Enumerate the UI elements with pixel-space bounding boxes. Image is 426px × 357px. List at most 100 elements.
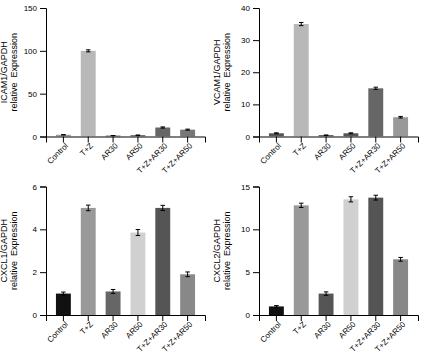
tick: 10 <box>241 100 259 109</box>
tick-label: 15 <box>241 183 250 192</box>
error-bar <box>86 205 90 211</box>
tick-label: T+Z <box>78 141 95 158</box>
tick: 150 <box>24 4 46 13</box>
axis-line <box>47 137 206 143</box>
tick: 0 <box>246 311 259 320</box>
tick-label: 100 <box>24 47 38 56</box>
tick: 0 <box>33 133 46 142</box>
tick: T+Z+AR50 <box>160 137 194 176</box>
bar <box>368 198 383 315</box>
error-bar <box>374 87 378 89</box>
y-axis-title-line: relative Expression <box>9 33 19 112</box>
error-bar <box>86 50 90 52</box>
y-axis: 0246 <box>33 183 47 321</box>
tick: Control <box>45 137 70 166</box>
tick-label: Control <box>258 320 283 345</box>
y-axis-title-line: relative Expression <box>222 211 232 290</box>
tick-label: 10 <box>241 225 250 234</box>
tick-label: Control <box>45 141 70 166</box>
bar <box>343 199 358 315</box>
tick-label: T+Z <box>78 320 95 337</box>
figure: ControlT+ZAR30AR50T+Z+AR30T+Z+AR50050100… <box>0 0 426 357</box>
tick-label: Control <box>45 320 70 345</box>
tick-label: T+Z <box>291 320 308 337</box>
y-axis-title-line: VCAM1/GAPDH <box>212 39 222 105</box>
tick-label: AR30 <box>99 319 120 340</box>
tick: AR50 <box>337 315 358 340</box>
error-bar <box>136 230 140 236</box>
bar <box>155 128 170 137</box>
tick: T+Z <box>291 315 308 336</box>
tick-mark <box>40 51 46 52</box>
y-axis-title: CXCL1/GAPDHrelative Expression <box>0 211 19 290</box>
tick-mark <box>253 229 259 230</box>
tick-label: AR30 <box>312 141 333 162</box>
y-axis-title-line: relative Expression <box>9 211 19 290</box>
bar <box>393 117 408 136</box>
bar <box>106 135 121 136</box>
tick-label: 50 <box>28 90 37 99</box>
tick-label: 30 <box>241 36 250 45</box>
tick: AR30 <box>312 315 333 340</box>
tick: T+Z+AR50 <box>373 315 407 354</box>
bar <box>81 51 96 137</box>
tick: 0 <box>33 311 46 320</box>
panel: ControlT+ZAR30AR50T+Z+AR30T+Z+AR500246CX… <box>0 183 205 354</box>
bar <box>393 259 408 315</box>
tick: 15 <box>241 183 259 192</box>
tick-label: AR30 <box>312 319 333 340</box>
tick-label: 20 <box>241 68 250 77</box>
tick-mark <box>253 72 259 73</box>
tick-label: 5 <box>246 268 251 277</box>
error-bar <box>185 129 189 130</box>
y-axis-title-line: CXCL1/GAPDH <box>0 219 9 283</box>
tick-mark <box>40 94 46 95</box>
tick-label: 0 <box>246 133 251 142</box>
tick: 100 <box>24 47 46 56</box>
tick-mark <box>40 315 46 316</box>
tick: T+Z <box>78 137 95 158</box>
y-axis: 0 50 100 150 <box>24 4 47 142</box>
tick-mark <box>40 229 46 230</box>
error-bar <box>324 292 328 295</box>
x-axis: ControlT+ZAR30AR50T+Z+AR30T+Z+AR50 <box>45 315 205 354</box>
tick: 10 <box>241 225 259 234</box>
tick-label: AR50 <box>337 141 358 162</box>
tick-label: T+Z+AR50 <box>373 319 407 353</box>
y-axis-title: ICAM1/GAPDHrelative Expression <box>0 33 19 112</box>
bar <box>56 135 71 137</box>
panel: ControlT+ZAR30AR50T+Z+AR30T+Z+AR50050100… <box>0 4 205 175</box>
tick: AR50 <box>124 315 145 340</box>
y-axis-title: VCAM1/GAPDHrelative Expression <box>212 33 232 112</box>
tick: 50 <box>28 90 46 99</box>
y-axis: 010203040 <box>241 4 259 142</box>
tick-label: AR50 <box>124 319 145 340</box>
bar <box>294 24 309 136</box>
tick-label: 0 <box>33 133 38 142</box>
bar <box>56 294 71 315</box>
tick: Control <box>258 137 283 166</box>
tick-mark <box>40 272 46 273</box>
tick: AR30 <box>312 137 333 162</box>
tick-mark <box>253 272 259 273</box>
tick-label: Control <box>258 141 283 166</box>
tick-mark <box>40 137 46 138</box>
error-bar <box>111 290 115 294</box>
plot-area <box>269 22 408 136</box>
panel: ControlT+ZAR30AR50T+Z+AR30T+Z+AR50010203… <box>212 4 418 175</box>
tick-mark <box>40 8 46 9</box>
tick-label: AR50 <box>337 319 358 340</box>
axis-line <box>40 9 47 138</box>
tick-mark <box>253 40 259 41</box>
error-bar <box>111 135 115 136</box>
error-bar <box>398 257 402 261</box>
error-bar <box>161 127 165 128</box>
error-bar <box>299 22 303 25</box>
tick: 6 <box>33 183 46 192</box>
y-axis-title: CXCL2/GAPDHrelative Expression <box>212 211 232 290</box>
tick-label: 2 <box>33 268 38 277</box>
error-bar <box>324 134 328 136</box>
tick-label: AR50 <box>124 141 145 162</box>
tick: AR30 <box>99 137 120 162</box>
tick: 20 <box>241 68 259 77</box>
